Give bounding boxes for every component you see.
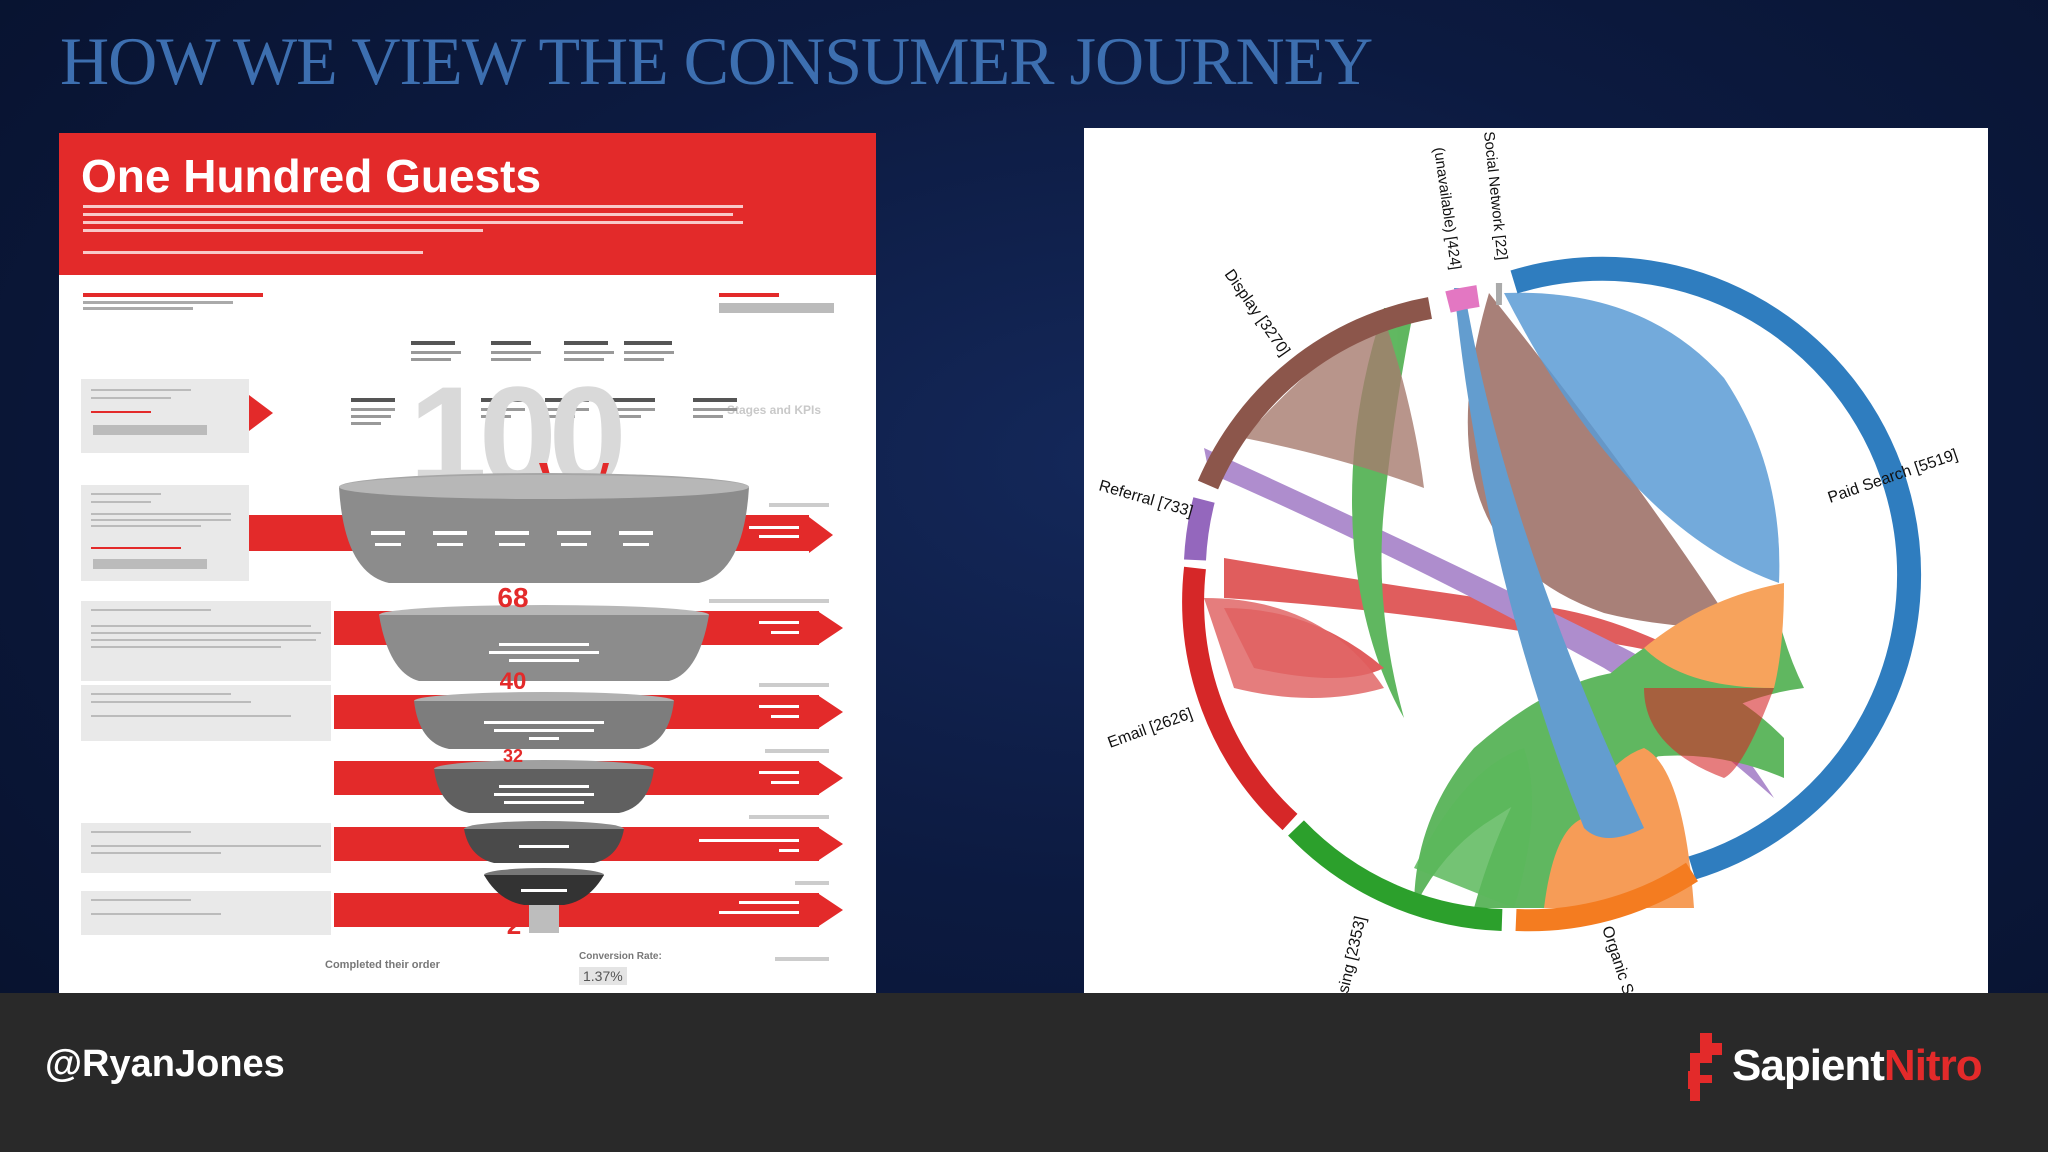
- segment-label: Organic S: [1598, 924, 1636, 994]
- arrow-head: [819, 612, 843, 644]
- metric-line: [719, 911, 799, 914]
- arrow-head: [819, 894, 843, 926]
- logo-sapient: Sapient: [1732, 1041, 1885, 1090]
- infographic-header: One Hundred Guests: [59, 133, 876, 275]
- metric-line: [759, 535, 799, 538]
- stage-label-line: [769, 503, 829, 507]
- source-col: [564, 341, 624, 401]
- metric-line: [699, 839, 799, 842]
- segment-label: Referral [733]: [1097, 478, 1195, 521]
- question-box: [81, 601, 331, 681]
- stage-label-line: [775, 957, 829, 961]
- arrow-head: [809, 517, 833, 553]
- stages-header: Stages and KPIs: [726, 403, 821, 417]
- channel-chord-diagram: Paid Search [5519] Organic S sing [2353]…: [1084, 128, 1988, 994]
- funnel-number: 32: [502, 746, 524, 766]
- question-box: [81, 485, 249, 581]
- source-col: [481, 398, 531, 458]
- filter-label-line: [719, 293, 779, 297]
- funnel: [339, 473, 749, 933]
- question-box: [81, 685, 331, 741]
- metric-line: [771, 715, 799, 718]
- text-line: [83, 301, 233, 304]
- logo-text: SapientNitro: [1732, 1041, 1983, 1091]
- text-line: [83, 307, 193, 310]
- conversion-value: 1.37%: [579, 967, 627, 985]
- chord-svg: Paid Search [5519] Organic S sing [2353]…: [1097, 131, 1960, 994]
- source-col: [624, 341, 684, 401]
- segment-label: Email [2626]: [1106, 705, 1195, 751]
- intro-text-line: [83, 205, 743, 208]
- intro-text-line: [83, 229, 483, 232]
- arrow-head: [819, 696, 843, 728]
- question-box: [81, 823, 331, 873]
- segment-label: Social Network [22]: [1480, 131, 1510, 261]
- metric-line: [759, 621, 799, 624]
- source-col: [491, 341, 551, 401]
- metric-line: [759, 771, 799, 774]
- stage-label-line: [709, 599, 829, 603]
- stage-label-line: [795, 881, 829, 885]
- metric-line: [771, 781, 799, 784]
- logo-nitro: Nitro: [1883, 1041, 1983, 1090]
- slide-title: HOW WE VIEW THE CONSUMER JOURNEY: [60, 23, 1373, 99]
- intro-text-line: [83, 251, 423, 254]
- twitter-handle: @RyanJones: [45, 1043, 285, 1085]
- arrow-head: [819, 828, 843, 860]
- pointer-arrow: [249, 395, 273, 431]
- arrow-head: [819, 762, 843, 794]
- metric-line: [771, 631, 799, 634]
- stage-label-line: [759, 683, 829, 687]
- source-col: [611, 398, 661, 458]
- logo-mark-icon: [1688, 1033, 1722, 1101]
- stage-label-line: [765, 749, 829, 753]
- completed-label: Completed their order: [325, 959, 440, 971]
- source-col: [545, 398, 595, 458]
- intro-text-line: [83, 213, 733, 216]
- segment-label: Display [3270]: [1221, 267, 1293, 360]
- footer-bar: @RyanJones SapientNitro: [0, 993, 2048, 1152]
- metric-line: [739, 901, 799, 904]
- metric-line: [749, 526, 799, 529]
- one-hundred-guests-infographic: One Hundred Guests: [59, 133, 876, 994]
- funnel-number: 68: [497, 582, 529, 613]
- metric-line: [779, 849, 799, 852]
- intro-text-line: [83, 221, 743, 224]
- source-col: [351, 398, 401, 458]
- conversion-label: Conversion Rate:: [579, 951, 662, 962]
- stage-label-line: [749, 815, 829, 819]
- source-col: [693, 398, 743, 458]
- funnel-number: 2: [506, 910, 522, 940]
- sapientnitro-logo: SapientNitro: [1686, 1031, 1983, 1103]
- metric-line: [759, 705, 799, 708]
- source-col: [411, 341, 471, 401]
- funnel-number: 40: [499, 668, 527, 695]
- section-heading-line: [83, 293, 263, 297]
- segment-label: (unavailable) [424]: [1430, 146, 1464, 271]
- filter-dropdown: [719, 303, 834, 313]
- question-box: [81, 379, 249, 453]
- question-box: [81, 891, 331, 935]
- segment-label: sing [2353]: [1335, 915, 1369, 994]
- infographic-title: One Hundred Guests: [81, 150, 542, 202]
